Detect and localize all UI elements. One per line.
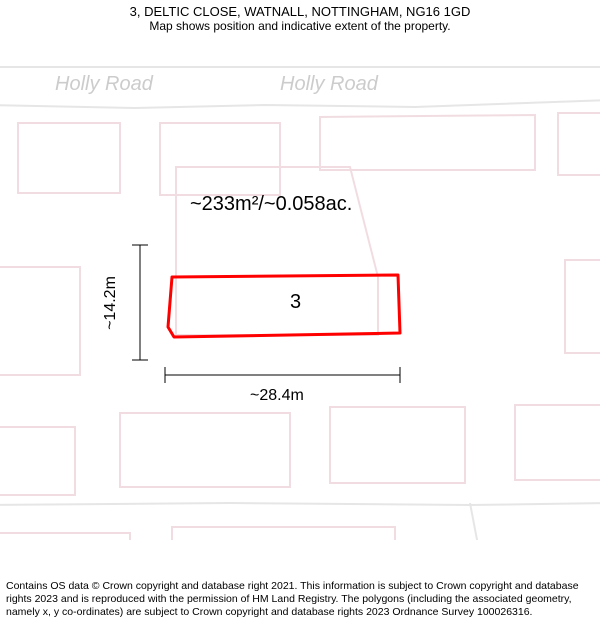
copyright-footer: Contains OS data © Crown copyright and d… — [0, 576, 600, 625]
height-label: ~14.2m — [102, 276, 119, 330]
road-label: Holly Road — [280, 73, 379, 95]
map-canvas: Holly Road Holly Road ~233m²/~0.058ac. 3 ~14… — [0, 35, 600, 540]
area-label: ~233m²/~0.058ac. — [190, 193, 352, 215]
page-title: 3, DELTIC CLOSE, WATNALL, NOTTINGHAM, NG… — [0, 4, 600, 19]
width-label: ~28.4m — [250, 387, 304, 404]
header: 3, DELTIC CLOSE, WATNALL, NOTTINGHAM, NG… — [0, 0, 600, 35]
map-svg: Holly Road Holly Road ~233m²/~0.058ac. 3 ~14… — [0, 35, 600, 540]
page-subtitle: Map shows position and indicative extent… — [0, 19, 600, 33]
plot-number: 3 — [290, 291, 301, 313]
road-label: Holly Road — [55, 73, 154, 95]
